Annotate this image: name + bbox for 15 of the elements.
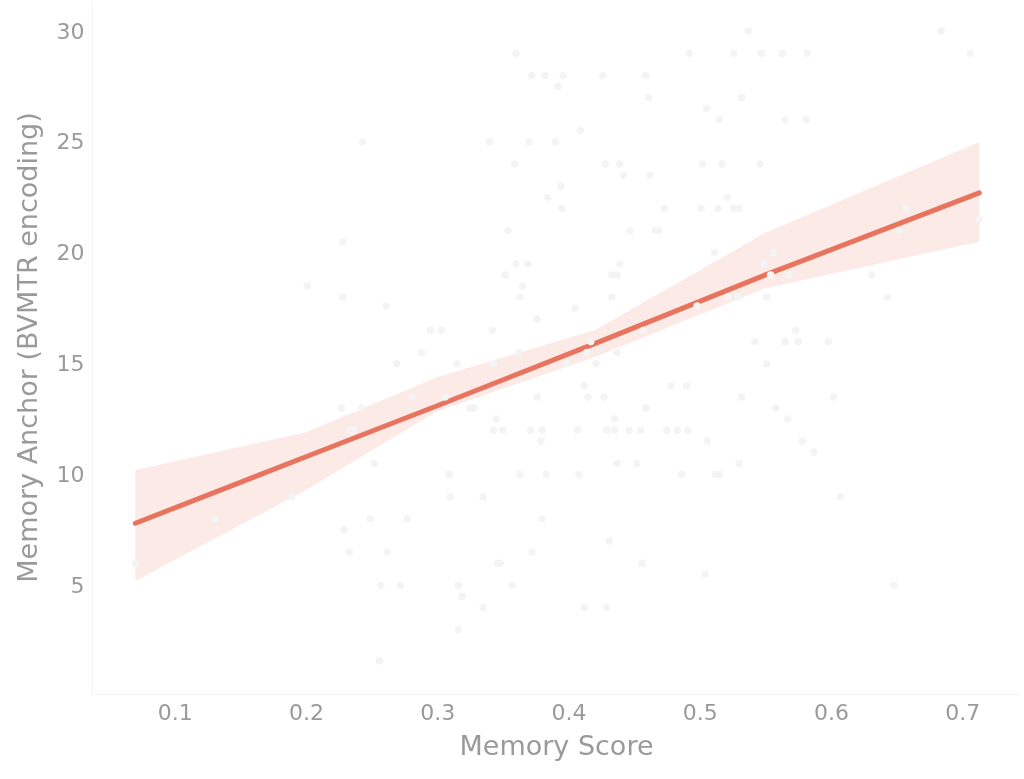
x-tick-label: 0.5 [682,699,718,725]
y-axis-title: Memory Anchor (BVMTR encoding) [11,112,43,583]
x-axis-title: Memory Score [459,729,654,761]
y-tick-label: 10 [56,461,85,487]
y-tick-label: 5 [70,572,85,598]
x-tick-label: 0.6 [813,699,849,725]
x-tick-label: 0.4 [551,699,587,725]
y-tick-label: 20 [56,240,85,266]
y-tick-label: 30 [56,18,85,44]
x-tick-label: 0.3 [420,699,456,725]
x-tick-label: 0.7 [945,699,981,725]
x-tick-label: 0.2 [288,699,324,725]
y-tick-label: 15 [56,351,85,377]
x-tick-label: 0.1 [157,699,193,725]
y-tick-label: 25 [56,129,85,155]
